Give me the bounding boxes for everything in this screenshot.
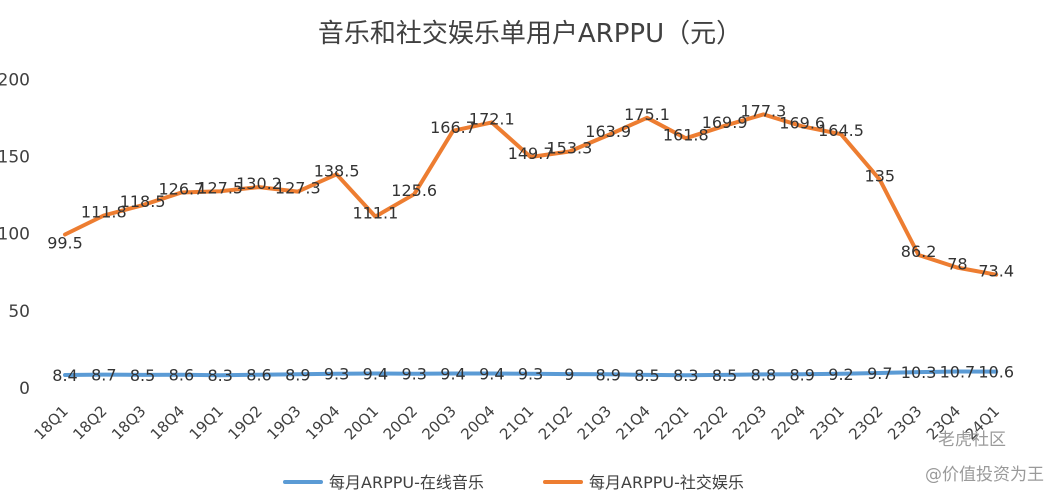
x-tick-label: 22Q2 [690,402,731,443]
chart-title: 音乐和社交娱乐单用户ARPPU（元） [318,19,742,49]
data-label: 166.7 [430,118,476,137]
data-label: 169.6 [779,113,825,132]
data-label: 163.9 [585,122,631,141]
data-label: 153.3 [546,139,592,158]
x-tick-label: 18Q4 [147,402,188,443]
data-label: 8.3 [673,366,698,385]
x-tick-label: 21Q4 [613,402,654,443]
watermark-line1: 老虎社区 [938,430,1006,450]
data-label: 130.2 [236,174,282,193]
data-label: 9.3 [518,365,543,384]
watermark-line2: @价值投资为王 [925,465,1044,485]
x-tick-label: 22Q3 [729,402,770,443]
data-label: 172.1 [469,109,515,128]
data-label: 9.2 [828,365,853,384]
data-label: 8.3 [207,366,232,385]
series-line-2 [63,112,999,277]
x-tick-label: 23Q1 [807,402,848,443]
x-tick-label: 23Q2 [845,402,886,443]
data-label: 10.7 [940,363,976,382]
data-label: 8.6 [169,366,194,385]
x-tick-label: 19Q1 [186,402,227,443]
data-label: 8.8 [751,365,776,384]
y-tick-label: 0 [19,379,30,399]
watermark: 老虎社区 @价值投资为王 [925,430,1044,485]
data-label: 9.4 [440,365,465,384]
data-label: 99.5 [47,234,83,253]
data-label: 127.3 [275,179,321,198]
data-label: 8.9 [595,365,620,384]
data-label: 8.9 [285,365,310,384]
data-label: 111.1 [352,204,398,223]
data-label: 73.4 [978,262,1014,281]
data-label: 9.4 [363,365,388,384]
x-tick-label: 20Q1 [341,402,382,443]
data-label: 164.5 [818,121,864,140]
x-tick-label: 20Q2 [380,402,421,443]
x-tick-label: 21Q2 [535,402,576,443]
legend-label-2: 每月ARPPU-社交娱乐 [589,473,744,492]
x-tick-label: 23Q3 [884,402,925,443]
data-label: 161.8 [663,125,709,144]
data-label: 8.6 [246,366,271,385]
data-label: 135 [865,167,896,186]
data-label: 111.8 [81,203,127,222]
x-tick-label: 20Q4 [457,402,498,443]
x-tick-label: 18Q2 [69,402,110,443]
x-tick-label: 22Q1 [651,402,692,443]
data-label: 8.4 [52,366,77,385]
data-label-layer: 8.4 8.7 8.5 8.6 8.3 8.6 8.9 9.3 9.4 9.3 9.4 9.4 9.3 9… [47,101,1014,385]
x-tick-label: 21Q3 [574,402,615,443]
data-label: 9.3 [401,365,426,384]
data-label: 9 [564,365,574,384]
data-label: 126.7 [158,180,204,199]
data-label: 149.7 [508,144,554,163]
data-label: 78 [947,255,967,274]
data-label: 8.5 [130,366,155,385]
data-label: 8.9 [789,365,814,384]
data-label: 8.5 [634,366,659,385]
legend-label-1: 每月ARPPU-在线音乐 [329,473,484,492]
data-label: 9.3 [324,365,349,384]
x-tick-label: 18Q1 [31,402,72,443]
y-tick-label: 50 [8,302,30,322]
x-tick-label: 21Q1 [496,402,537,443]
data-label: 86.2 [901,242,937,261]
legend: 每月ARPPU-在线音乐 每月ARPPU-社交娱乐 [283,473,744,492]
x-tick-label: 22Q4 [768,402,809,443]
data-label: 177.3 [740,101,786,120]
data-label: 138.5 [314,161,360,180]
data-label: 127.5 [197,178,243,197]
data-label: 125.6 [391,181,437,200]
y-axis: 0 50 100 150 200 [0,70,30,399]
y-tick-label: 200 [0,70,30,90]
series-line-1 [63,369,999,378]
y-tick-label: 100 [0,225,30,245]
data-label: 9.7 [867,364,892,383]
x-tick-label: 19Q4 [302,402,343,443]
series-layer [63,112,999,378]
x-tick-label: 18Q3 [108,402,149,443]
y-tick-label: 150 [0,148,30,168]
data-label: 8.5 [712,366,737,385]
data-label: 169.9 [702,113,748,132]
data-label: 10.6 [978,363,1014,382]
data-label: 10.3 [901,363,937,382]
data-label: 175.1 [624,105,670,124]
x-tick-label: 19Q3 [263,402,304,443]
data-label: 9.4 [479,365,504,384]
data-label: 8.7 [91,366,116,385]
x-axis: 18Q118Q218Q318Q419Q119Q219Q319Q420Q120Q2… [31,402,1004,443]
x-tick-label: 19Q2 [225,402,266,443]
data-label: 118.5 [120,192,166,211]
x-tick-label: 20Q3 [419,402,460,443]
